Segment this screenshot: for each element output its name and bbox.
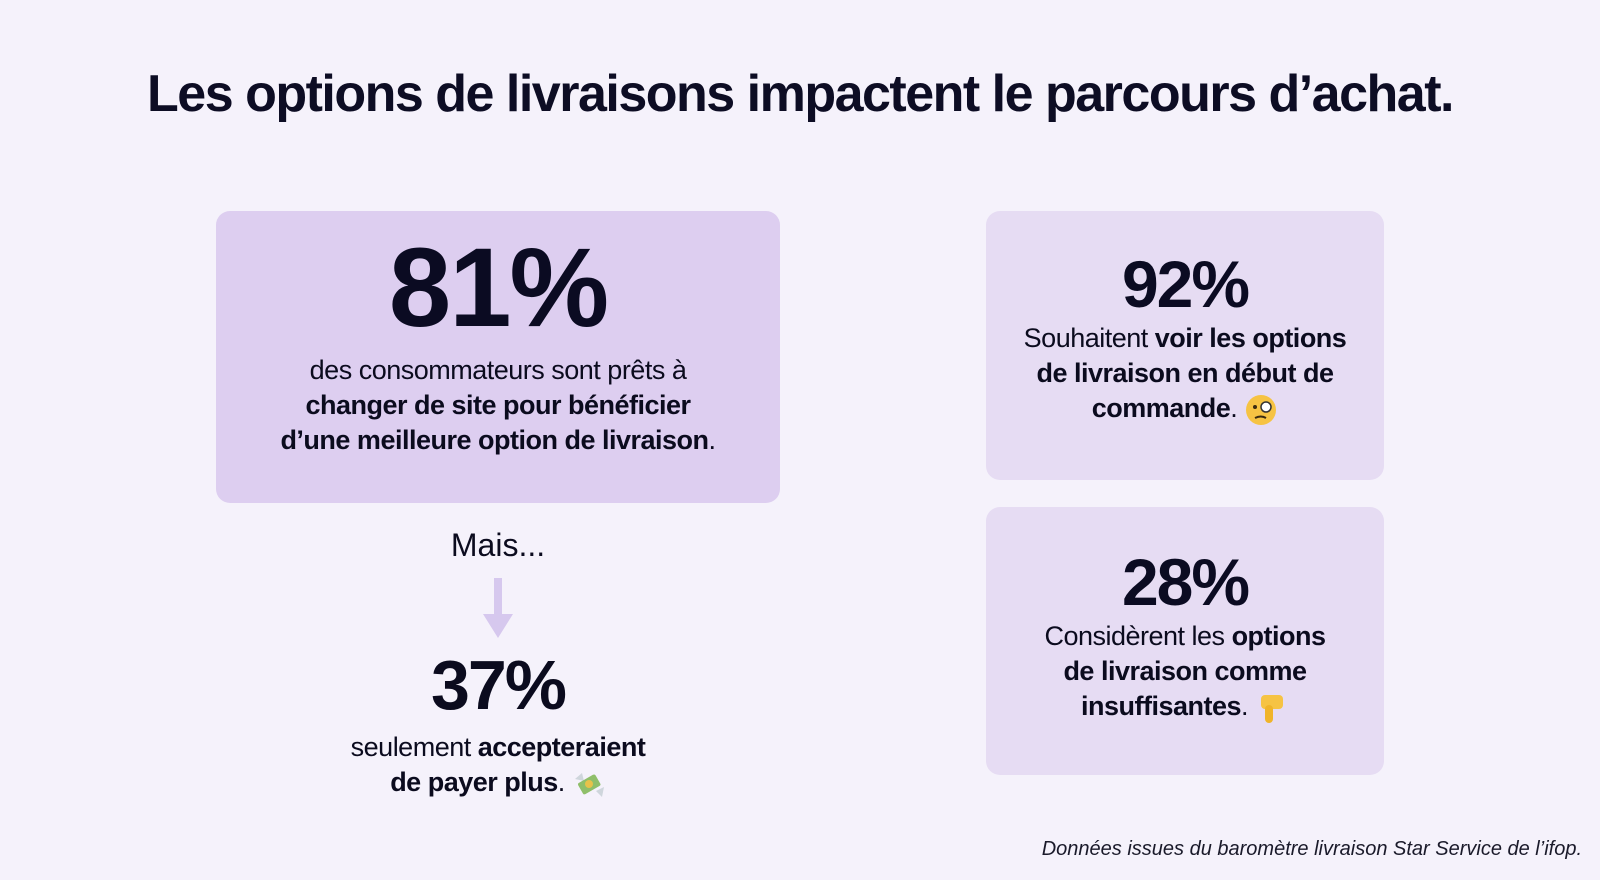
desc-bold: changer de site pour bénéficier xyxy=(305,390,691,420)
desc-end: . xyxy=(557,767,566,797)
desc-bold: voir les options xyxy=(1154,323,1347,353)
desc-bold: accepteraient xyxy=(477,732,646,762)
face-with-monocle-icon xyxy=(1246,394,1277,425)
arrow-down-icon xyxy=(483,578,513,638)
source-footnote: Données issues du baromètre livraison St… xyxy=(1041,838,1582,860)
desc-bold: insuffisantes xyxy=(1080,691,1242,721)
stat-description: Souhaitent voir les options de livraison… xyxy=(986,321,1384,427)
stat-value: 81% xyxy=(388,225,609,350)
stat-value-37: 37% xyxy=(430,646,567,724)
desc-text: Considèrent les xyxy=(1044,621,1232,651)
desc-bold: options xyxy=(1231,621,1326,651)
stat-description-37: seulement accepteraient de payer plus. xyxy=(216,730,780,801)
page-title: Les options de livraisons impactent le p… xyxy=(147,65,1454,123)
desc-line: des consommateurs sont prêts à xyxy=(309,355,687,385)
desc-end: . xyxy=(1230,393,1238,423)
stat-description: des consommateurs sont prêts à changer d… xyxy=(216,353,780,458)
desc-bold: de payer plus xyxy=(390,767,558,797)
desc-text: seulement xyxy=(350,732,478,762)
money-with-wings-icon xyxy=(574,772,604,797)
thumbs-down-icon xyxy=(1261,694,1284,723)
stat-card-28: 28% Considèrent les options de livraison… xyxy=(986,507,1384,775)
desc-bold: de livraison en début de xyxy=(1036,358,1334,388)
desc-text: Souhaitent xyxy=(1023,323,1155,353)
desc-end: . xyxy=(1241,691,1249,721)
stat-card-81: 81% des consommateurs sont prêts à chang… xyxy=(216,211,780,503)
stat-value: 28% xyxy=(1121,545,1250,619)
stat-card-92: 92% Souhaitent voir les options de livra… xyxy=(986,211,1384,480)
desc-bold: commande xyxy=(1091,393,1231,423)
transition-text: Mais... xyxy=(450,527,546,563)
stat-description: Considèrent les options de livraison com… xyxy=(986,619,1384,725)
desc-bold: de livraison comme xyxy=(1063,656,1307,686)
stat-value: 92% xyxy=(1121,247,1250,321)
desc-end: . xyxy=(708,425,717,455)
desc-bold: d’une meilleure option de livraison xyxy=(280,425,709,455)
